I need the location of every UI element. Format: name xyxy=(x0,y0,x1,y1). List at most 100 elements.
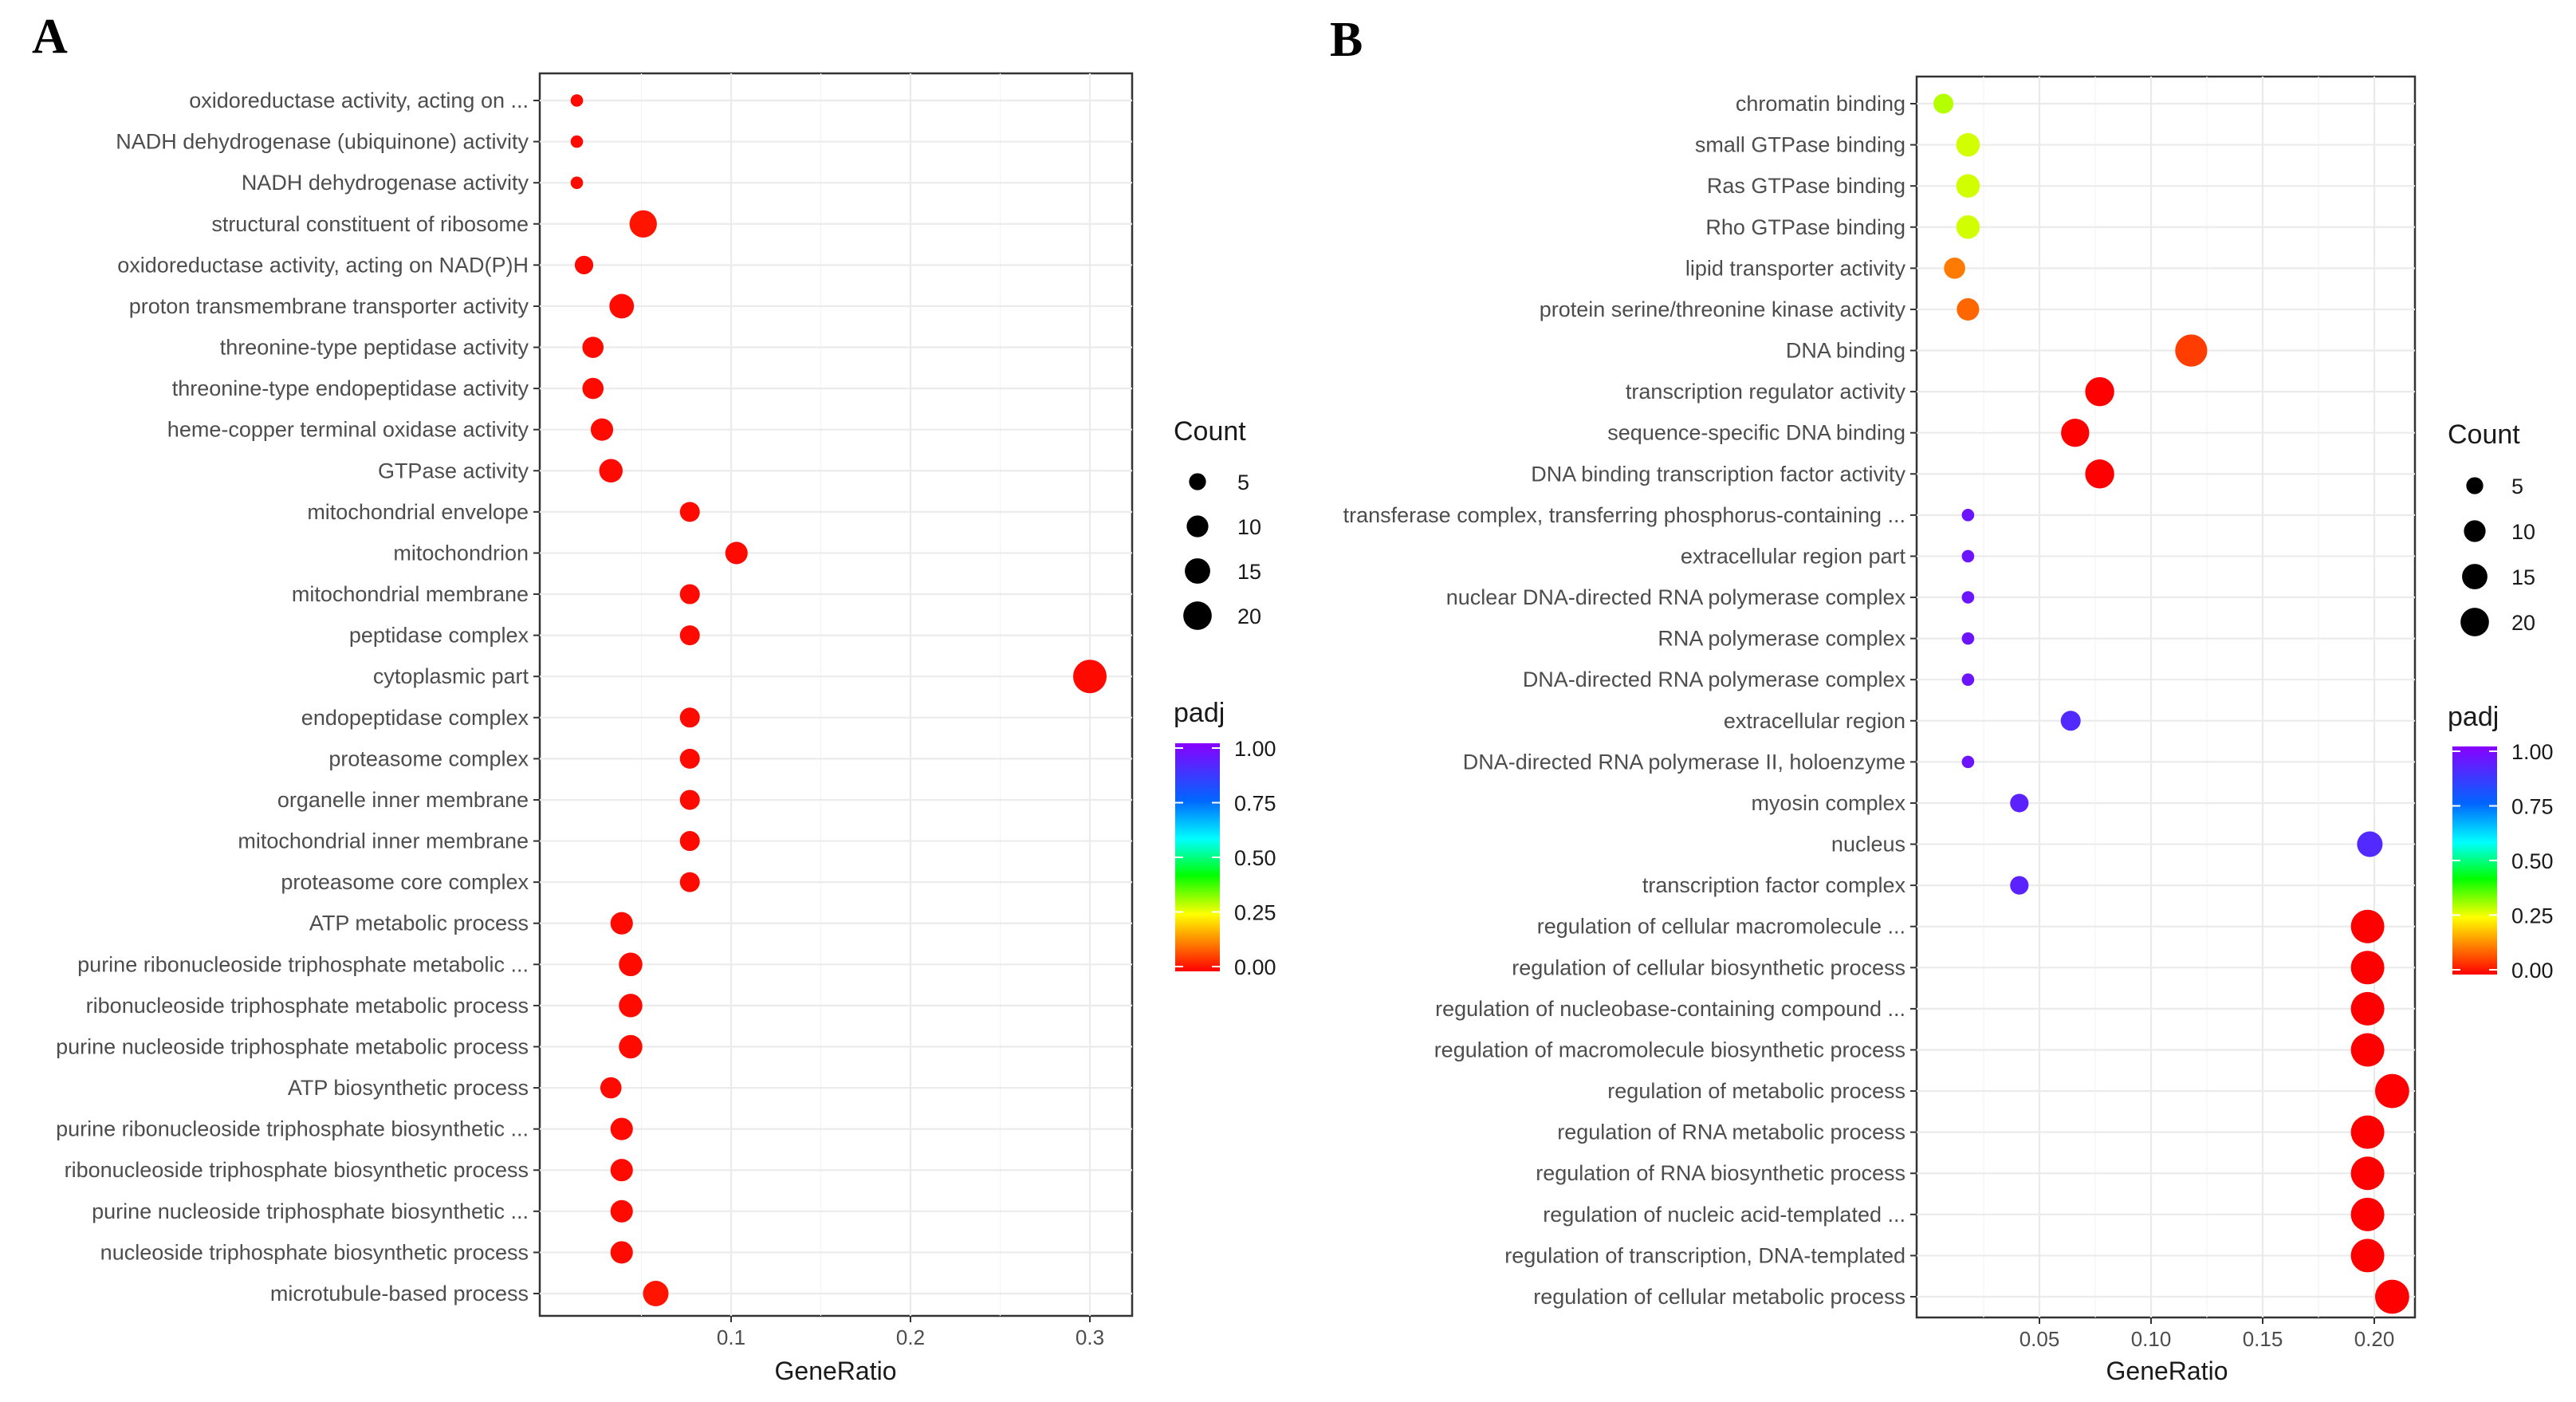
count-legend-key xyxy=(1189,473,1206,490)
data-point xyxy=(679,872,700,892)
count-legend-key xyxy=(2460,608,2489,636)
x-tick-label: 0.15 xyxy=(2243,1327,2283,1351)
count-legend-title-a: Count xyxy=(1174,416,1246,447)
category-label: mitochondrial inner membrane xyxy=(238,829,529,853)
count-legend-a: 5 10 15 20 xyxy=(1183,471,1261,630)
data-point xyxy=(619,994,643,1018)
category-label: oxidoreductase activity, acting on NAD(P… xyxy=(117,253,529,277)
data-point xyxy=(2010,876,2029,895)
data-point xyxy=(590,418,614,441)
count-legend-label: 5 xyxy=(1237,471,1249,494)
count-legend-key xyxy=(2462,564,2488,589)
data-point xyxy=(2060,711,2081,731)
category-label: extracellular region part xyxy=(1681,544,1906,568)
data-point xyxy=(600,1077,622,1099)
count-legend-title-b: Count xyxy=(2448,419,2520,450)
legend-a: Count 5 10 15 20 padj 1.00 0.75 0.50 0.25 0.00 xyxy=(1174,416,1276,979)
category-label: ribonucleoside triphosphate biosynthetic… xyxy=(65,1158,529,1182)
data-point xyxy=(570,176,584,189)
padj-legend-label: 0.25 xyxy=(1234,901,1276,925)
count-legend-b: 5 10 15 20 xyxy=(2460,475,2535,636)
category-label: RNA polymerase complex xyxy=(1658,627,1905,651)
data-point xyxy=(2350,909,2385,943)
category-label: ATP metabolic process xyxy=(309,912,529,935)
category-label: regulation of RNA biosynthetic process xyxy=(1536,1161,1905,1185)
data-point xyxy=(1961,673,1975,687)
category-label: purine nucleoside triphosphate metabolic… xyxy=(56,1034,529,1058)
data-point xyxy=(1957,297,1980,321)
category-label: Ras GTPase binding xyxy=(1707,174,1905,198)
data-point xyxy=(2085,376,2114,407)
padj-legend-label: 0.00 xyxy=(1234,955,1276,979)
x-tick-label: 0.1 xyxy=(717,1325,745,1349)
count-legend-label: 10 xyxy=(1237,515,1261,539)
data-point xyxy=(2350,1115,2385,1149)
category-label: regulation of nucleobase-containing comp… xyxy=(1435,997,1905,1021)
category-label: oxidoreductase activity, acting on ... xyxy=(189,89,529,112)
count-legend-key xyxy=(1185,558,1210,584)
data-point xyxy=(679,831,700,852)
category-label: NADH dehydrogenase (ubiquinone) activity xyxy=(116,130,529,154)
count-legend-label: 15 xyxy=(1237,560,1261,584)
category-label: chromatin binding xyxy=(1736,92,1905,116)
x-tick-label: 0.3 xyxy=(1076,1325,1104,1349)
x-tick-label: 0.05 xyxy=(2020,1327,2060,1351)
category-label: cytoplasmic part xyxy=(373,664,529,688)
data-point xyxy=(609,293,635,319)
category-label: protein serine/threonine kinase activity xyxy=(1540,297,1906,321)
category-label: DNA binding transcription factor activit… xyxy=(1531,462,1905,486)
category-label: lipid transporter activity xyxy=(1685,256,1906,280)
data-point xyxy=(582,377,604,400)
data-point xyxy=(1961,755,1975,769)
category-label: ribonucleoside triphosphate metabolic pr… xyxy=(86,994,529,1018)
category-label: purine ribonucleoside triphosphate metab… xyxy=(77,952,529,976)
category-label: extracellular region xyxy=(1724,709,1905,733)
grid-a xyxy=(540,73,1132,1316)
x-axis-title-a: GeneRatio xyxy=(775,1357,897,1385)
category-label: regulation of macromolecule biosynthetic… xyxy=(1434,1038,1905,1061)
padj-ticks-b: 1.00 0.75 0.50 0.25 0.00 xyxy=(2452,740,2554,983)
legend-b: Count 5 10 15 20 padj 1.00 0.75 0.50 0.25 0.00 xyxy=(2448,419,2554,983)
category-label: ATP biosynthetic process xyxy=(288,1076,529,1100)
count-legend-key xyxy=(1186,515,1209,538)
category-labels-b: chromatin binding small GTPase binding Ras… xyxy=(1343,92,1917,1309)
data-point xyxy=(610,1199,633,1223)
data-point xyxy=(2350,1197,2385,1231)
category-label: regulation of metabolic process xyxy=(1607,1079,1905,1103)
category-label: regulation of transcription, DNA-templat… xyxy=(1504,1243,1905,1267)
padj-legend-title-a: padj xyxy=(1174,698,1225,728)
data-point xyxy=(2061,418,2090,447)
padj-legend-label: 0.75 xyxy=(2511,795,2554,819)
data-point xyxy=(679,748,700,769)
data-point xyxy=(2350,1239,2385,1273)
category-label: threonine-type endopeptidase activity xyxy=(172,376,529,400)
data-point xyxy=(610,1159,633,1182)
category-label: mitochondrial membrane xyxy=(292,582,529,606)
category-labels-a: oxidoreductase activity, acting on ... NA… xyxy=(56,89,540,1306)
data-point xyxy=(1961,549,1975,563)
category-label: transcription regulator activity xyxy=(1626,380,1906,404)
category-label: heme-copper terminal oxidase activity xyxy=(167,418,529,442)
data-point xyxy=(2350,1156,2385,1191)
data-point xyxy=(679,707,700,728)
category-label: GTPase activity xyxy=(378,459,529,482)
data-point xyxy=(1073,660,1107,694)
x-tick-label: 0.20 xyxy=(2354,1327,2395,1351)
category-label: DNA binding xyxy=(1786,339,1905,363)
category-label: purine ribonucleoside triphosphate biosy… xyxy=(56,1117,529,1141)
category-label: organelle inner membrane xyxy=(277,788,529,812)
data-point xyxy=(1961,509,1975,522)
count-legend-label: 10 xyxy=(2511,520,2535,544)
category-label: small GTPase binding xyxy=(1695,133,1905,157)
data-point xyxy=(2374,1279,2409,1314)
data-point xyxy=(2010,794,2029,813)
category-label: proton transmembrane transporter activit… xyxy=(129,294,529,318)
panel-b: B chromatin binding small GTPase binding R… xyxy=(1330,13,2554,1385)
category-label: endopeptidase complex xyxy=(301,706,529,730)
count-legend-key xyxy=(1183,601,1212,630)
x-ticks-a: 0.1 0.2 0.3 xyxy=(717,1316,1104,1349)
data-point xyxy=(1956,174,1980,198)
category-label: threonine-type peptidase activity xyxy=(220,336,529,360)
padj-ticks-a: 1.00 0.75 0.50 0.25 0.00 xyxy=(1175,737,1276,979)
data-point xyxy=(2350,991,2385,1026)
